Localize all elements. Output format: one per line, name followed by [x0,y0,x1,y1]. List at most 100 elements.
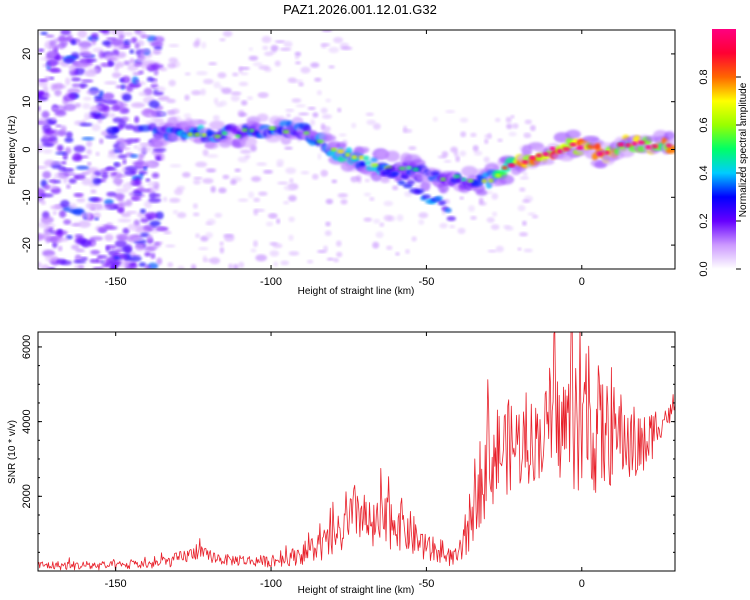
heatmap-blob [119,102,128,108]
heatmap-blob [522,171,528,178]
heatmap-blob [109,113,116,118]
heatmap-blob [372,123,381,130]
heatmap-blob [140,232,150,238]
heatmap-blob [250,248,257,253]
heatmap-blob [484,138,489,144]
heatmap-blob [73,174,86,180]
heatmap-blob [280,260,290,266]
heatmap-blob [138,153,145,159]
heatmap-blob [87,162,92,166]
heatmap-blob [113,162,123,167]
snr-ytick-label: 6000 [21,335,33,359]
heatmap-blob [101,94,113,98]
heatmap-blob [63,176,68,184]
heatmap-blob [151,61,161,65]
heatmap-blob [42,148,53,154]
heatmap-blob [141,160,152,167]
heatmap-blob [418,219,425,225]
heatmap-blob [284,146,293,150]
heatmap-blob [276,218,281,224]
heatmap-blob [529,155,536,160]
heatmap-blob [152,147,167,152]
heatmap-blob [134,30,142,35]
snr-panel: -150 -100 -50 0 2000 4000 6000 Height of strai… [7,331,676,596]
heatmap-blob [160,154,166,161]
heatmap-blob [294,56,300,60]
heatmap-blob [337,149,345,154]
heatmap-blob [196,71,208,76]
heatmap-blob [556,149,562,154]
heatmap-blob [91,241,96,246]
heatmap-blob [488,178,494,183]
heatmap-blob [169,164,182,168]
heatmap-blob [322,134,337,142]
heatmap-blob [221,87,232,95]
heatmap-blob [184,72,191,76]
heatmap-blob [122,159,127,165]
heatmap-blob [71,77,82,82]
heatmap-blob [68,178,77,184]
heatmap-blob [42,133,55,140]
colorbar-label: Normalized spectral amplitude [738,82,749,217]
heatmap-blob [132,72,143,76]
heatmap-blob [239,112,248,117]
heatmap-blob [258,93,268,98]
heatmap-blob [118,154,127,159]
heatmap-blob [336,251,343,258]
heatmap-blob [193,179,201,185]
heatmap-blob [530,125,536,132]
heatmap-blob [188,119,207,126]
heatmap-blob [104,81,118,85]
heatmap-blob [124,166,138,172]
spectrogram-xtick-label: -50 [418,276,434,288]
heatmap-blob [223,235,235,242]
heatmap-blob [238,261,245,269]
heatmap-blob [116,174,127,178]
heatmap-blob [151,172,160,179]
heatmap-blob [248,47,253,51]
heatmap-blob [65,77,71,86]
heatmap-blob [273,261,279,267]
heatmap-blob [50,205,63,210]
heatmap-blob [261,36,272,43]
heatmap-blob [288,216,295,222]
heatmap-blob [75,248,85,253]
heatmap-blob [97,255,108,259]
heatmap-blob [100,111,110,118]
spectrogram-ytick-label: -20 [21,237,33,253]
heatmap-blob [43,184,51,190]
heatmap-blob [81,178,93,186]
heatmap-blob [180,139,188,143]
heatmap-blob [487,249,497,253]
colorbar-tick-label: 0.6 [698,117,710,132]
heatmap-blob [195,233,200,238]
heatmap-blob [69,65,76,72]
heatmap-blob [373,218,381,224]
heatmap-blob [204,142,219,149]
heatmap-blob [70,39,77,46]
heatmap-blob [138,91,147,96]
heatmap-blob [503,224,511,229]
heatmap-blob [396,214,404,222]
heatmap-blob [137,145,152,154]
heatmap-blob [234,168,241,173]
heatmap-blob [238,81,249,87]
heatmap-blob [402,128,413,133]
colorbar-tick-label: 0.2 [698,213,710,228]
heatmap-blob [84,69,97,77]
heatmap-blob [56,43,66,50]
heatmap-blob [51,106,59,111]
heatmap-blob [258,65,270,70]
heatmap-blob [212,115,220,121]
heatmap-blob [510,115,515,119]
heatmap-blob [156,226,164,230]
heatmap-blob [137,158,144,167]
heatmap-blob [333,37,344,44]
heatmap-blob [89,115,102,119]
heatmap-blob [237,198,249,202]
heatmap-blob [53,180,62,184]
heatmap-blob [108,57,117,61]
heatmap-blob [140,218,149,223]
heatmap-blob [174,188,183,196]
